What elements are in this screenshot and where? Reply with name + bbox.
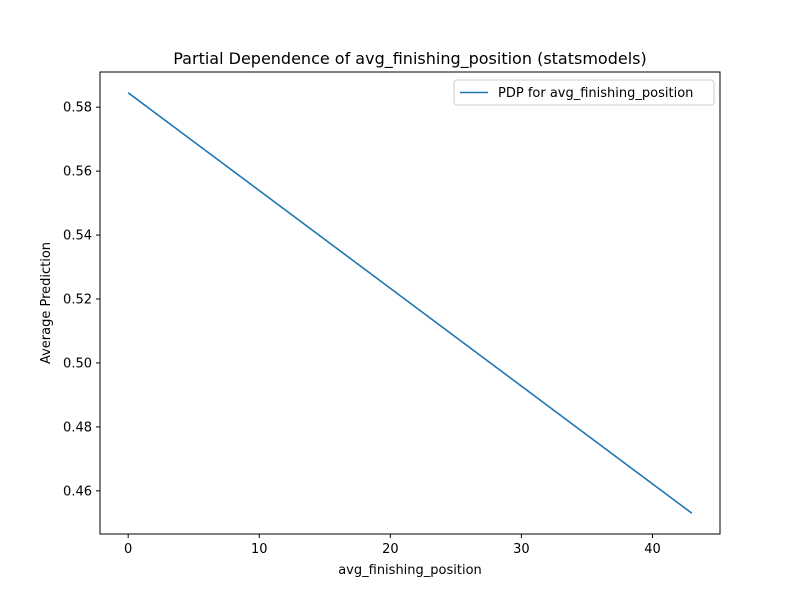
x-tick-label: 0 — [124, 542, 132, 557]
legend: PDP for avg_finishing_position — [453, 79, 715, 106]
legend-box — [453, 79, 715, 106]
x-axis: 0 10 20 30 40 — [124, 534, 661, 557]
y-tick-label: 0.54 — [63, 229, 92, 244]
chart-title: Partial Dependence of avg_finishing_posi… — [173, 49, 646, 69]
y-tick-label: 0.48 — [63, 420, 92, 435]
x-tick-label: 30 — [513, 542, 530, 557]
y-axis: 0.46 0.48 0.50 0.52 0.54 0.56 0.58 — [63, 101, 100, 499]
plot-frame — [99, 71, 721, 535]
legend-label: PDP for avg_finishing_position — [498, 86, 693, 101]
series-layer — [127, 92, 693, 514]
x-tick-label: 10 — [251, 542, 268, 557]
y-tick-label: 0.50 — [63, 356, 92, 371]
x-tick-label: 20 — [382, 542, 399, 557]
series-line-0 — [127, 92, 693, 514]
x-axis-label: avg_finishing_position — [338, 563, 482, 578]
y-tick-label: 0.46 — [63, 484, 92, 499]
y-tick-label: 0.58 — [63, 101, 92, 116]
y-tick-label: 0.56 — [63, 165, 92, 180]
x-tick-label: 40 — [644, 542, 661, 557]
y-tick-label: 0.52 — [63, 293, 92, 308]
y-axis-label: Average Prediction — [39, 242, 54, 364]
